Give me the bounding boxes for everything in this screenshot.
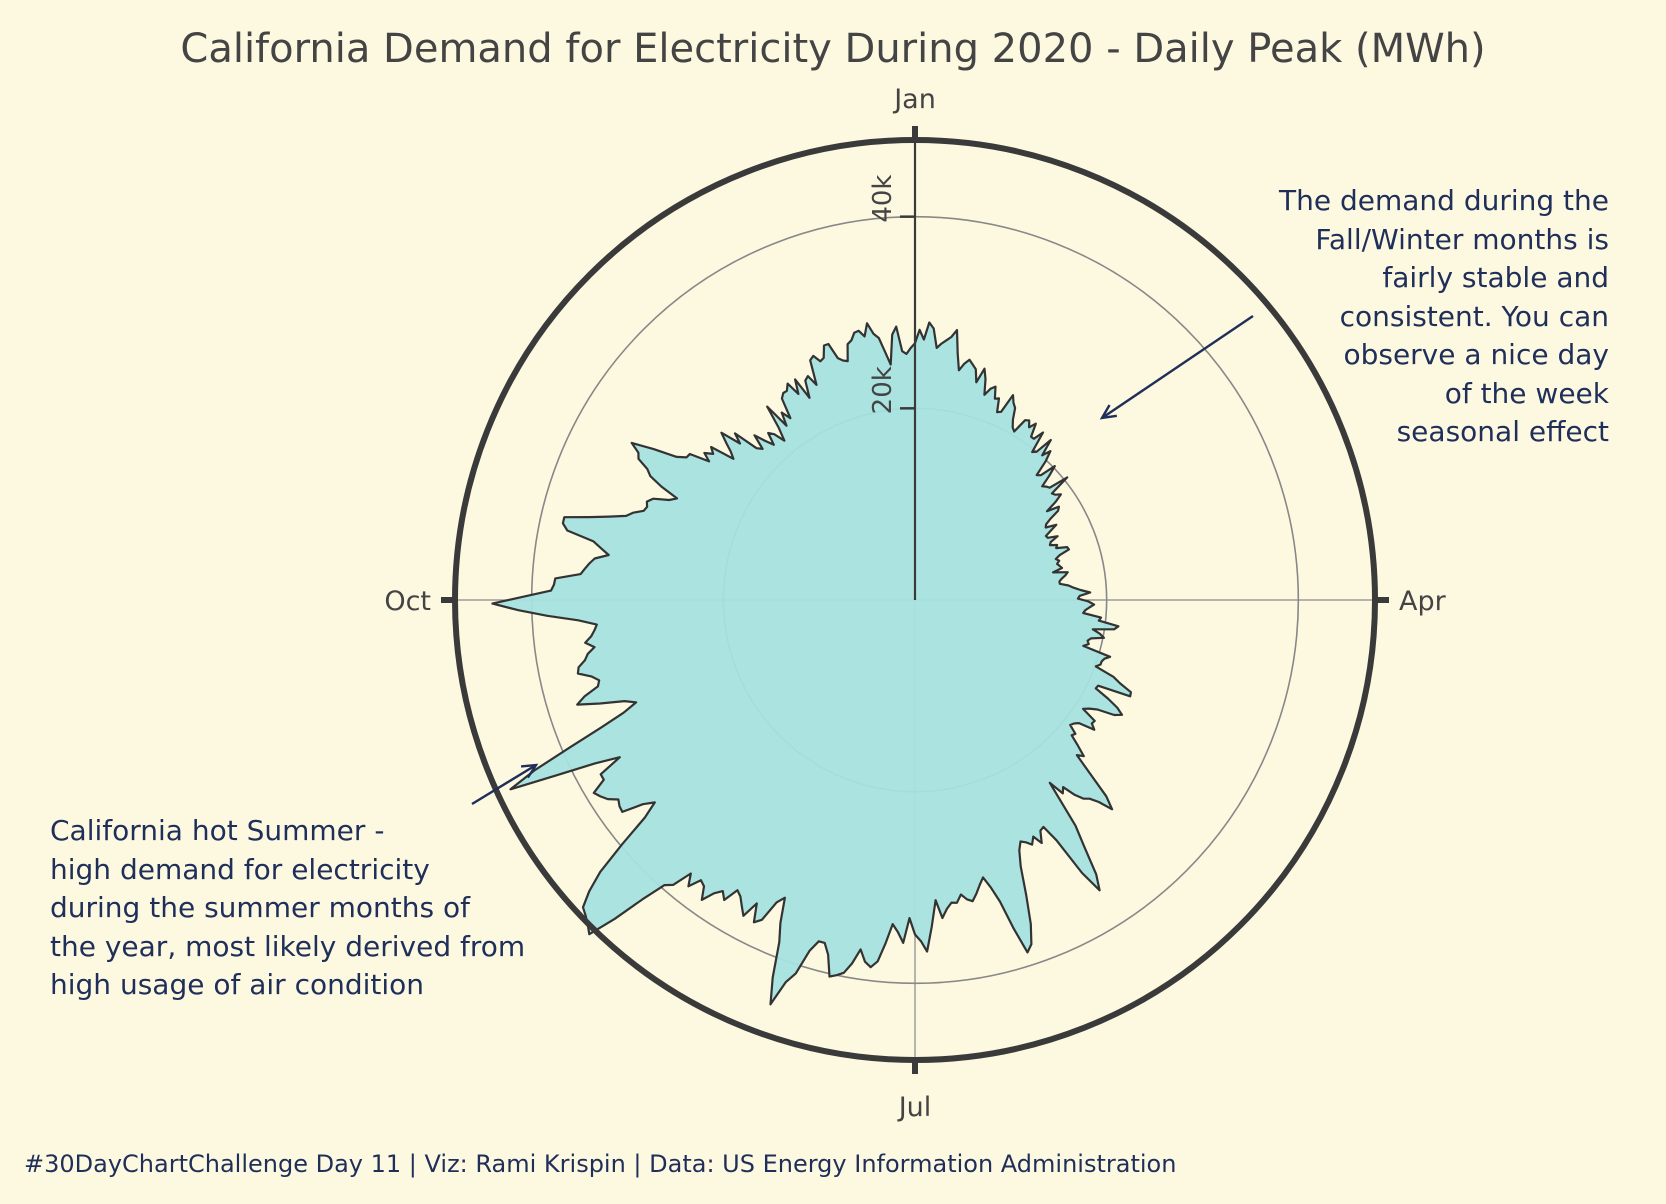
annotation-left: California hot Summer - high demand for … <box>50 812 525 1005</box>
chart-title: California Demand for Electricity During… <box>180 26 1486 72</box>
annotation-left-line: during the summer months of <box>50 891 470 924</box>
angular-tick-label: Oct <box>384 586 431 617</box>
annotation-right-line: observe a nice day <box>1343 338 1609 371</box>
radial-tick-label: 40k <box>868 175 898 223</box>
angular-tick-label: Jul <box>897 1092 932 1123</box>
annotation-left-line: California hot Summer - <box>50 814 385 847</box>
angular-tick-label: Apr <box>1399 586 1447 617</box>
demand-area[interactable] <box>491 321 1132 1006</box>
annotation-right-line: of the week <box>1444 376 1609 410</box>
annotation-right-arrow <box>1099 315 1254 420</box>
annotation-right-line: fairly stable and <box>1382 261 1609 294</box>
annotation-right-line: Fall/Winter months is <box>1315 222 1609 256</box>
annotation-left-line: high demand for electricity <box>50 852 430 886</box>
annotation-right-line: seasonal effect <box>1396 415 1609 448</box>
radial-tick-label: 20k <box>868 366 898 414</box>
annotation-left-line: high usage of air condition <box>50 968 425 1001</box>
angular-tick-label: Jan <box>892 84 936 115</box>
annotation-right-line: The demand during the <box>1278 184 1609 217</box>
annotation-right-line: consistent. You can <box>1339 299 1609 333</box>
annotation-left-line: the year, most likely derived from <box>50 929 526 963</box>
footer-credit: #30DayChartChallenge Day 11 | Viz: Rami … <box>24 1150 1177 1178</box>
annotation-left-arrow <box>471 763 539 806</box>
annotation-right: The demand during the Fall/Winter months… <box>1279 182 1609 452</box>
